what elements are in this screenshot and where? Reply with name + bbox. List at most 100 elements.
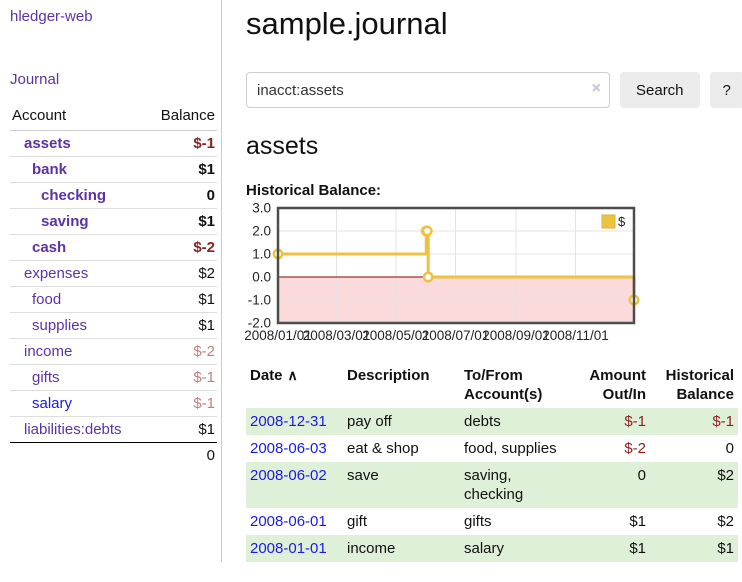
help-button[interactable]: ? (709, 72, 742, 108)
x-tick-label: 2008/01/01 (244, 328, 312, 343)
transaction-date-link[interactable]: 2008-01-01 (250, 540, 327, 557)
y-tick-label: 3.0 (252, 201, 271, 216)
account-row: assets $-1 (10, 131, 217, 157)
account-balance: $1 (146, 416, 217, 443)
y-tick-label: 2.0 (252, 224, 271, 239)
sidebar-item-journal[interactable]: Journal (10, 71, 60, 88)
txn-header-balance: Historical Balance (665, 367, 734, 403)
account-row: food $1 (10, 286, 217, 313)
transaction-date-link[interactable]: 2008-06-01 (250, 513, 327, 530)
sidebar-account-link[interactable]: salary (32, 395, 73, 412)
transaction-accounts: food, supplies (464, 440, 557, 457)
account-balance: 0 (146, 182, 217, 209)
transaction-balance: $1 (717, 540, 734, 557)
sidebar: hledger-web Journal Account Balance asse… (0, 0, 222, 562)
account-balance: $1 (146, 156, 217, 183)
transaction-date-link[interactable]: 2008-06-03 (250, 440, 327, 457)
sidebar-account-link[interactable]: assets (24, 135, 71, 152)
transaction-date-link[interactable]: 2008-12-31 (250, 413, 327, 430)
x-tick-label: 2008/09/01 (482, 328, 550, 343)
transaction-balance: 0 (725, 440, 734, 457)
transaction-balance: $2 (717, 513, 734, 530)
account-row: cash $-2 (10, 234, 217, 261)
sidebar-account-link[interactable]: checking (41, 187, 107, 204)
x-tick-label: 2008/05/01 (362, 328, 430, 343)
y-tick-label: -1.0 (248, 293, 271, 308)
transaction-description: eat & shop (347, 440, 419, 457)
search-input-wrap: × (246, 72, 610, 108)
account-row: liabilities:debts $1 (10, 416, 217, 443)
transaction-description: income (347, 540, 396, 557)
transaction-amount: $-1 (624, 413, 646, 430)
transaction-accounts: gifts (464, 513, 492, 530)
account-balance: $1 (146, 286, 217, 313)
account-row: gifts $-1 (10, 364, 217, 391)
transactions-body: 2008-12-31 pay off debts $-1 $-1 2008-06-03 ea… (246, 408, 738, 562)
transaction-balance: $2 (717, 467, 734, 484)
accounts-table: Account Balance assets $-1 bank $1 checking 0… (10, 104, 217, 468)
sidebar-account-link[interactable]: saving (41, 213, 89, 230)
brand-link[interactable]: hledger-web (10, 8, 93, 25)
historical-balance-chart: 3.0 2.0 1.0 0.0 -1.0 -2.02008/01/012008/03/01… (244, 201, 640, 343)
account-balance: $-1 (146, 390, 217, 417)
search-button[interactable]: Search (620, 72, 700, 108)
txn-header-accounts: To/From Account(s) (464, 367, 543, 403)
sidebar-account-link[interactable]: income (24, 343, 73, 360)
sidebar-account-link[interactable]: liabilities:debts (24, 421, 122, 438)
sidebar-account-link[interactable]: expenses (24, 265, 89, 282)
account-balance: $-1 (146, 364, 217, 391)
x-tick-label: 2008/11/01 (542, 328, 609, 343)
transaction-amount: $-2 (624, 440, 646, 457)
legend-label: $ (618, 214, 626, 229)
account-row: supplies $1 (10, 312, 217, 339)
chart-title: Historical Balance: (246, 182, 382, 199)
txn-header-date[interactable]: Date ∧ (250, 367, 298, 384)
account-balance: $-1 (193, 135, 215, 152)
account-balance: $1 (146, 312, 217, 339)
data-point-marker (421, 225, 433, 237)
transaction-date-link[interactable]: 2008-06-02 (250, 467, 327, 484)
page-title: sample.journal (246, 6, 448, 41)
transaction-amount: $1 (629, 513, 646, 530)
accounts-body: assets $-1 bank $1 checking 0 saving $1 cash $-2 e… (10, 131, 217, 468)
account-row: bank $1 (10, 156, 217, 183)
transaction-row: 2008-06-02 save saving, checking 0 $2 (246, 462, 738, 508)
transaction-row: 2008-12-31 pay off debts $-1 $-1 (246, 408, 738, 435)
transaction-row: 2008-01-01 income salary $1 $1 (246, 535, 738, 562)
transactions-table: Date ∧ Description To/From Account(s) Amo… (246, 364, 738, 562)
search-form: × Search ? (246, 72, 742, 108)
sidebar-account-link[interactable]: cash (32, 239, 67, 256)
search-input[interactable] (246, 72, 610, 108)
account-balance: $-2 (146, 338, 217, 365)
transaction-amount: $1 (629, 540, 646, 557)
transaction-row: 2008-06-03 eat & shop food, supplies $-2 0 (246, 435, 738, 462)
accounts-total-value: 0 (146, 442, 217, 468)
account-row: salary $-1 (10, 390, 217, 417)
sidebar-account-link[interactable]: supplies (32, 317, 88, 334)
account-balance: $-2 (146, 234, 217, 261)
account-balance: $1 (146, 208, 217, 235)
clear-search-icon[interactable]: × (591, 80, 601, 97)
y-tick-label: 1.0 (252, 247, 271, 262)
accounts-header-balance: Balance (146, 104, 217, 131)
account-heading: assets (246, 132, 319, 160)
account-row: income $-2 (10, 338, 217, 365)
data-point-marker (422, 271, 434, 283)
transaction-balance: $-1 (712, 413, 734, 430)
accounts-total-row: 0 (10, 442, 217, 468)
transaction-accounts: debts (464, 413, 501, 430)
app-layout: hledger-web Journal Account Balance asse… (0, 0, 742, 562)
x-tick-label: 2008/03/01 (303, 328, 371, 343)
txn-header-description: Description (347, 367, 430, 384)
transaction-description: save (347, 467, 379, 484)
x-tick-label: 2008/07/01 (422, 328, 490, 343)
transaction-description: gift (347, 513, 368, 530)
transaction-accounts: salary (464, 540, 505, 557)
y-tick-label: -2.0 (248, 316, 271, 331)
account-balance: $2 (146, 260, 217, 287)
sidebar-account-link[interactable]: gifts (32, 369, 60, 386)
transaction-description: pay off (347, 413, 392, 430)
sidebar-account-link[interactable]: food (32, 291, 62, 308)
sidebar-account-link[interactable]: bank (32, 161, 68, 178)
txn-header-amount: Amount Out/In (589, 367, 646, 403)
